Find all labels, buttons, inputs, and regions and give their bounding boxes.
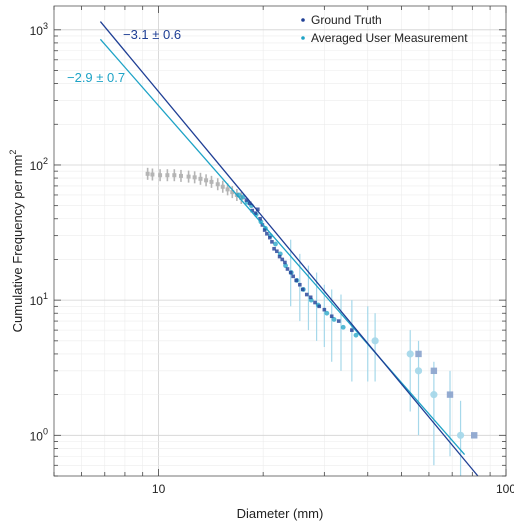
excluded-point (225, 187, 230, 192)
legend-marker-user (301, 36, 305, 40)
tick-marks (53, 6, 507, 477)
excluded-point (150, 172, 155, 177)
user-point (371, 337, 379, 345)
excluded-point (145, 171, 150, 176)
excluded-point (165, 173, 170, 178)
ground-truth-point (283, 260, 287, 265)
ground-truth-point (446, 391, 454, 398)
ground-truth-point (300, 287, 305, 292)
legend-marker-ground-truth (301, 18, 305, 22)
ground-truth-point (322, 307, 327, 312)
ground-truth-point (317, 304, 322, 309)
ground-truth-point (253, 211, 258, 215)
ground-truth-points-layer (244, 198, 478, 439)
user-point (331, 317, 337, 322)
user-point (406, 350, 414, 358)
y-tick-label-1000: 103 (30, 21, 48, 38)
user-points-layer (236, 192, 465, 439)
fit-lines-layer (99, 21, 479, 477)
user-point (324, 310, 330, 316)
ground-truth-point (329, 314, 334, 319)
user-point (456, 431, 465, 439)
ground-truth-point (313, 300, 317, 305)
ground-truth-point (336, 319, 341, 323)
ground-truth-point (262, 228, 267, 232)
grid-lines (53, 6, 507, 477)
ground-truth-point (255, 207, 260, 212)
ground-truth-point (415, 350, 422, 358)
ground-truth-point (288, 270, 293, 275)
x-tick-label-100: 100 (496, 482, 514, 496)
fit-label-ground-truth: −3.1 ± 0.6 (123, 27, 181, 42)
ground-truth-point (250, 208, 255, 213)
excluded-point (172, 173, 177, 178)
ground-truth-point (280, 257, 285, 262)
ground-truth-point (277, 254, 282, 259)
excluded-point (204, 178, 209, 183)
user-point (283, 263, 288, 269)
ground-truth-point (244, 198, 249, 202)
ground-truth-point (298, 282, 302, 287)
ground-truth-point (265, 231, 269, 236)
y-tick-label-1: 100 (30, 426, 48, 443)
legend-label-user: Averaged User Measurement (311, 31, 468, 45)
excluded-point (178, 173, 183, 178)
excluded-point (192, 175, 197, 180)
user-point (340, 324, 346, 330)
fit-label-user: −2.9 ± 0.7 (67, 70, 125, 85)
legend-label-ground-truth: Ground Truth (311, 13, 382, 27)
ground-truth-point (247, 201, 252, 206)
y-tick-labels: 100 101 102 103 (30, 21, 48, 444)
plot-frame (53, 5, 507, 477)
x-axis-title: Diameter (mm) (237, 506, 324, 521)
user-point (273, 241, 278, 247)
fit-line-user (99, 38, 466, 456)
ground-truth-point (294, 278, 299, 283)
excluded-point (230, 190, 235, 195)
x-tick-label-10: 10 (152, 482, 166, 496)
excluded-points-layer (145, 167, 244, 204)
ground-truth-point (275, 249, 279, 254)
user-point (414, 367, 423, 375)
fit-line-ground-truth (99, 21, 479, 477)
user-point (353, 332, 359, 338)
ground-truth-point (430, 367, 438, 375)
ground-truth-point (308, 295, 313, 300)
user-point (240, 194, 246, 200)
ground-truth-point (291, 274, 295, 279)
y-tick-label-100: 102 (30, 156, 48, 173)
excluded-point (198, 176, 203, 181)
ground-truth-point (285, 267, 290, 271)
ground-truth-point (268, 235, 272, 240)
excluded-point (186, 174, 191, 179)
excluded-point (215, 182, 220, 187)
excluded-point (220, 184, 225, 189)
legend: Ground Truth Averaged User Measurement (301, 13, 468, 45)
x-tick-labels: 10 100 (152, 482, 514, 496)
ground-truth-point (471, 432, 478, 439)
excluded-point (209, 179, 214, 184)
y-axis-title: Cumulative Frequency per mm2 (8, 150, 25, 333)
ground-truth-point (258, 216, 262, 221)
ground-truth-point (272, 246, 276, 251)
user-point (430, 391, 438, 399)
y-tick-label-10: 101 (30, 291, 48, 308)
user-error-bars-layer (290, 239, 462, 476)
ground-truth-point (304, 292, 309, 297)
ground-truth-point (350, 328, 354, 332)
excluded-point (158, 173, 163, 178)
ground-truth-point (270, 240, 274, 244)
